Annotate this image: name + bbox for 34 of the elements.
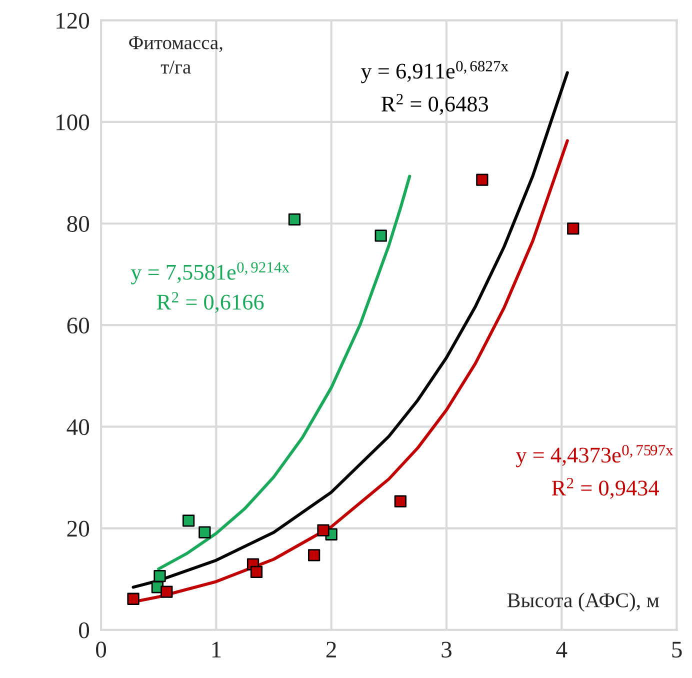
point bbox=[154, 570, 166, 582]
y-tick-label: 100 bbox=[56, 114, 90, 130]
x-tick-label: 3 bbox=[442, 642, 452, 658]
point bbox=[182, 514, 195, 527]
point bbox=[288, 213, 301, 226]
y-tick-label: 40 bbox=[66, 419, 90, 436]
x-tick-label: 2 bbox=[326, 642, 336, 658]
annotation: R$^{2}$ = 0,9434 bbox=[552, 478, 659, 499]
annotation: y = 6,911e$^{0,6827x}$ bbox=[361, 60, 508, 84]
y-tick-label: 120 bbox=[56, 12, 90, 29]
x-tick-label: 0 bbox=[96, 642, 106, 658]
x-axis-title: Высота (АФС), м bbox=[507, 592, 660, 612]
annotation: y = 7,5581e$^{0,9214x}$ bbox=[130, 262, 290, 284]
annotation: R$^{2}$ = 0,6483 bbox=[381, 94, 488, 115]
x-tick-label: 5 bbox=[672, 642, 682, 658]
x-tick-label: 1 bbox=[212, 642, 221, 658]
y-axis-title: Фитомасса, т/га bbox=[129, 36, 222, 74]
point bbox=[317, 524, 330, 536]
point bbox=[394, 495, 406, 508]
point bbox=[250, 566, 263, 578]
point bbox=[476, 174, 488, 186]
point bbox=[127, 592, 140, 605]
point bbox=[160, 586, 173, 598]
annotation: R$^{2}$ = 0,6166 bbox=[156, 292, 264, 313]
x-tick-label: 4 bbox=[556, 642, 568, 658]
y-tick-label: 0 bbox=[79, 622, 90, 638]
point bbox=[567, 222, 580, 235]
y-tick-label: 60 bbox=[67, 318, 90, 334]
y-tick-label: 80 bbox=[67, 216, 90, 232]
point bbox=[198, 526, 211, 538]
annotation: y = 4,4373e$^{0,7597x}$ bbox=[516, 444, 674, 468]
y-tick-label: 20 bbox=[67, 520, 90, 537]
point bbox=[374, 230, 387, 242]
point bbox=[308, 549, 320, 562]
